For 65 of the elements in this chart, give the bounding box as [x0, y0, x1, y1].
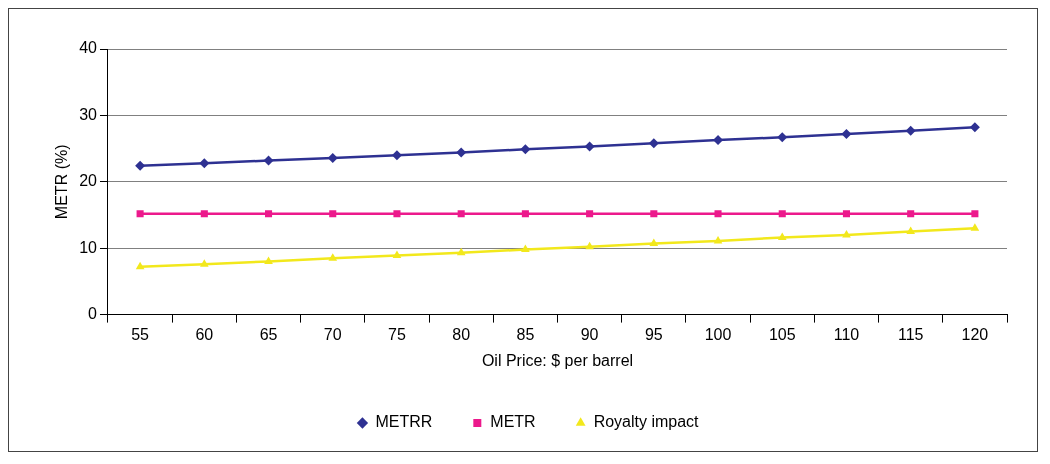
- y-tick-label: 40: [79, 39, 98, 57]
- x-tick-label: 85: [516, 325, 535, 343]
- x-tick-label: 110: [833, 325, 860, 343]
- x-tick-label: 100: [704, 325, 732, 343]
- point: [199, 259, 209, 267]
- y-tick-label: 0: [88, 305, 98, 323]
- legend-label: Royalty impact: [593, 413, 700, 431]
- x-tick-label: 105: [768, 325, 796, 343]
- x-tick-label: 55: [131, 325, 150, 343]
- point: [971, 210, 979, 218]
- point: [391, 150, 402, 161]
- point: [135, 261, 145, 270]
- legend-label: METR: [490, 413, 536, 431]
- point: [456, 247, 466, 256]
- point: [521, 244, 530, 253]
- point: [970, 223, 980, 231]
- point: [584, 141, 595, 152]
- x-tick-label: 80: [452, 325, 471, 343]
- point: [842, 229, 851, 238]
- point: [650, 210, 658, 218]
- point: [907, 210, 915, 218]
- point: [264, 256, 273, 264]
- point: [777, 232, 787, 241]
- point: [778, 210, 786, 218]
- x-tick-label: 115: [897, 325, 924, 343]
- point: [265, 210, 273, 218]
- y-tick-label: 30: [79, 105, 98, 123]
- x-tick-label: 120: [961, 325, 989, 343]
- y-axis-title: METR (%): [53, 144, 71, 220]
- point: [521, 210, 529, 218]
- point: [648, 138, 659, 149]
- point: [649, 238, 659, 247]
- point: [777, 132, 788, 143]
- point: [392, 250, 402, 258]
- point: [329, 210, 337, 218]
- point: [969, 122, 980, 133]
- point: [906, 226, 916, 235]
- point: [457, 210, 465, 218]
- point: [842, 210, 850, 218]
- point: [841, 128, 852, 139]
- x-tick-label: 65: [259, 325, 278, 343]
- x-tick-label: 60: [195, 325, 214, 343]
- point: [328, 253, 338, 261]
- point: [585, 241, 594, 250]
- point: [520, 144, 531, 155]
- x-tick-label: 75: [388, 325, 406, 343]
- legend-label: METRR: [375, 413, 433, 431]
- point: [136, 210, 144, 218]
- point: [327, 152, 338, 163]
- point: [713, 235, 723, 244]
- point: [393, 210, 401, 218]
- point: [135, 160, 146, 171]
- x-axis-title: Oil Price: $ per barrel: [481, 351, 634, 369]
- point: [456, 147, 467, 158]
- x-tick-label: 70: [323, 325, 342, 343]
- y-tick-label: 10: [79, 238, 98, 256]
- point: [199, 158, 210, 169]
- x-tick-label: 90: [580, 325, 599, 343]
- y-tick-label: 20: [79, 172, 98, 190]
- point: [905, 125, 916, 136]
- point: [586, 210, 594, 218]
- point: [714, 210, 722, 218]
- point: [263, 155, 274, 166]
- x-tick-label: 95: [644, 325, 663, 343]
- point: [200, 210, 208, 218]
